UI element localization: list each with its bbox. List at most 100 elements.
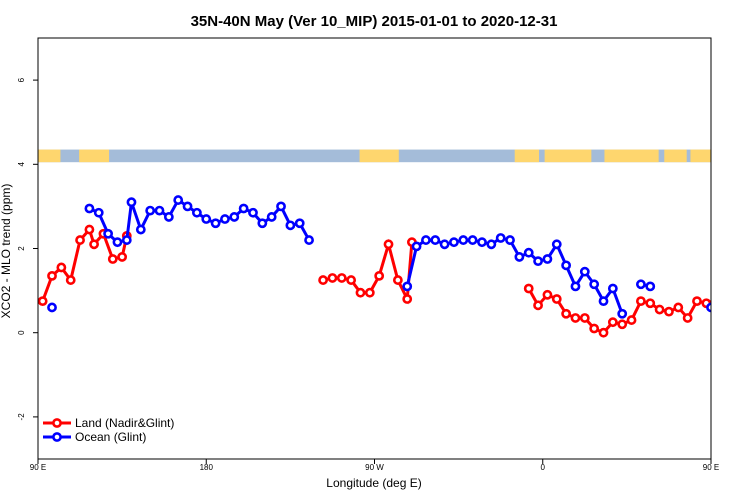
data-point	[84, 224, 95, 235]
legend-label: Land (Nadir&Glint)	[75, 416, 174, 430]
x-tick-label: 180	[200, 463, 214, 472]
data-point	[598, 296, 609, 307]
data-point	[449, 237, 459, 248]
x-tick-label: 0	[541, 463, 546, 472]
data-point	[721, 272, 728, 279]
data-point	[645, 281, 656, 292]
data-point	[607, 317, 618, 328]
data-point	[617, 308, 628, 319]
data-point	[692, 296, 702, 307]
data-point	[374, 270, 385, 281]
data-point	[65, 275, 76, 285]
data-point	[163, 212, 174, 222]
data-point	[229, 212, 240, 222]
data-point	[220, 214, 230, 224]
data-point	[561, 308, 572, 319]
data-point	[570, 281, 581, 292]
data-point	[402, 294, 413, 304]
data-point	[533, 300, 543, 311]
data-point	[477, 237, 487, 248]
data-point	[355, 287, 366, 298]
data-point	[47, 302, 57, 313]
data-point	[430, 235, 441, 245]
data-point	[570, 313, 581, 323]
data-point	[192, 207, 202, 218]
x-tick-label: 90 E	[30, 463, 46, 472]
data-point	[617, 319, 628, 330]
data-point	[495, 233, 506, 243]
data-point	[392, 275, 403, 285]
data-point	[673, 302, 684, 313]
data-point	[542, 254, 553, 264]
data-point	[89, 239, 99, 250]
y-tick-label: 4	[17, 162, 26, 167]
legend: Land (Nadir&Glint)Ocean (Glint)	[43, 416, 174, 444]
data-point	[182, 201, 193, 212]
data-point	[84, 203, 95, 214]
data-point	[579, 266, 590, 277]
y-tick-label: -2	[17, 413, 26, 421]
land-band	[664, 149, 687, 163]
data-point	[47, 270, 57, 281]
land-ocean-strip	[38, 149, 711, 163]
x-tick-label: 90 E	[703, 463, 719, 472]
plot-frame	[37, 37, 712, 460]
data-point	[635, 296, 646, 307]
data-point	[598, 327, 609, 338]
land-band	[514, 149, 540, 163]
data-point	[421, 235, 431, 245]
data-point	[505, 235, 515, 245]
data-point	[364, 287, 375, 298]
series-layer	[38, 195, 747, 338]
data-point	[173, 195, 184, 205]
data-point	[38, 296, 48, 307]
data-point	[542, 289, 553, 300]
land-band	[79, 149, 110, 163]
land-band	[38, 149, 61, 163]
data-point	[551, 294, 562, 304]
y-tick-label: 0	[17, 330, 26, 335]
data-point	[411, 241, 422, 252]
data-point	[294, 218, 305, 229]
data-point	[285, 220, 296, 231]
data-point	[589, 323, 600, 334]
data-point	[579, 313, 590, 323]
data-point	[248, 207, 258, 218]
chart-title: 35N-40N May (Ver 10_MIP) 2015-01-01 to 2…	[191, 13, 558, 30]
x-tick-label: 90 W	[365, 463, 384, 472]
data-point	[589, 279, 600, 290]
data-point	[664, 306, 674, 317]
data-point	[740, 276, 747, 283]
data-point	[135, 224, 146, 235]
data-point	[486, 239, 497, 250]
legend-marker	[52, 432, 62, 442]
data-point	[635, 279, 646, 290]
data-point	[75, 235, 85, 245]
data-point	[121, 235, 132, 245]
data-point	[551, 239, 562, 250]
data-point	[523, 247, 534, 258]
x-axis: 90 E 180 90 W 0 90 E	[30, 459, 719, 472]
y-tick-label: 6	[17, 77, 26, 82]
data-point	[346, 275, 357, 285]
data-point	[276, 201, 286, 212]
data-point	[238, 203, 249, 214]
data-point	[126, 197, 137, 208]
series-land	[38, 224, 747, 338]
data-point	[336, 273, 347, 283]
y-axis-label: XCO2 - MLO trend (ppm)	[0, 184, 13, 319]
series-line	[405, 236, 624, 315]
land-band	[359, 149, 399, 163]
data-point	[201, 214, 212, 224]
data-point	[318, 275, 328, 285]
legend-marker	[52, 418, 62, 428]
data-point	[154, 205, 165, 216]
data-point	[117, 252, 128, 262]
data-point	[654, 304, 665, 315]
land-band	[690, 149, 711, 163]
land-band	[544, 149, 592, 163]
data-point	[402, 281, 413, 292]
data-point	[645, 298, 656, 309]
data-point	[626, 315, 637, 325]
data-point	[561, 260, 572, 271]
